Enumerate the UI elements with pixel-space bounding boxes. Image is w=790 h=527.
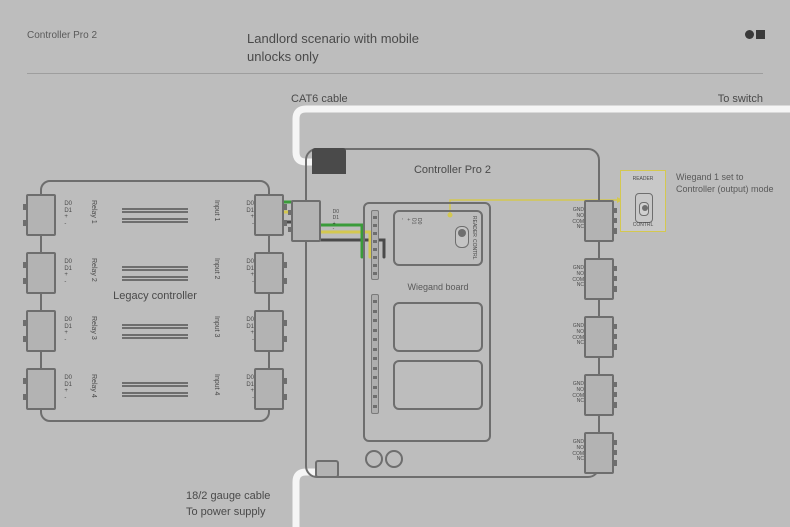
legacy-title: Legacy controller [42,290,268,302]
callout-reader: READER [621,176,665,182]
input-label-2: Input 2 [213,258,220,279]
power-dest-label: To power supply [186,506,266,518]
pro-relay-terminal-5: GND NO COM NC [584,432,614,474]
brand-logo-icon [745,30,765,39]
power-cable-label: 18/2 gauge cable [186,490,270,502]
relay-terminal-3: D0 D1 + - [26,310,56,352]
callout-switch-icon [635,193,653,223]
power-port-icon [315,460,339,478]
relay-terminal-1: D0 D1 + - [26,194,56,236]
callout-text-1: Wiegand 1 set to [676,172,744,182]
relay-label-3: Relay 3 [90,316,97,340]
wg1-pins: D0 D1 + - [399,218,421,224]
pro-relay-terminal-3: GND NO COM NC [584,316,614,358]
wiegand-title: Wiegand board [393,282,483,292]
header-divider [27,73,763,74]
relay-terminal-4: D0 D1 + - [26,368,56,410]
to-switch-label: To switch [718,93,763,105]
title-line-2: unlocks only [247,48,419,66]
input-label-3: Input 3 [213,316,220,337]
wiegand-3-block [393,360,483,410]
dip-strip-2 [371,294,379,414]
pro-left-pins: D0 D1 + - [333,210,339,233]
pro-relay-terminal-1: GND NO COM NC [584,200,614,242]
relay-label-4: Relay 4 [90,374,97,398]
wiegand-board: D0 D1 + - READER CONTRL Wiegand board [363,202,491,442]
pro-title: Controller Pro 2 [307,164,598,176]
input-terminal-2: D0 D1 + - [254,252,284,294]
product-label: Controller Pro 2 [27,30,97,65]
relay-label-2: Relay 2 [90,258,97,282]
input-terminal-4: D0 D1 + - [254,368,284,410]
input-terminal-3: D0 D1 + - [254,310,284,352]
input-label-1: Input 1 [213,200,220,221]
mode-callout: READER CONTRL [620,170,666,232]
relay-terminal-2: D0 D1 + - [26,252,56,294]
callout-contrl: CONTRL [621,222,665,228]
wiegand-2-block [393,302,483,352]
sw-contrl: CONTRL [471,239,477,260]
pro-relay-terminal-4: GND NO COM NC [584,374,614,416]
mode-switch-icon [455,226,469,248]
header: Controller Pro 2 Landlord scenario with … [27,30,763,65]
pro-relay-terminal-2: GND NO COM NC [584,258,614,300]
wiegand-1-block: D0 D1 + - READER CONTRL [393,210,483,266]
callout-text-2: Controller (output) mode [676,184,774,194]
mounting-holes-icon [365,450,403,468]
input-terminal-1: D0 D1 + - [254,194,284,236]
relay-label-1: Relay 1 [90,200,97,224]
dip-strip-1 [371,210,379,280]
controller-pro-2: Controller Pro 2 D0 D1 + - D0 D1 + - REA… [305,148,600,478]
pro-left-terminal: D0 D1 + - [291,200,321,242]
sw-reader: READER [471,216,477,237]
page-title: Landlord scenario with mobile unlocks on… [247,30,419,65]
legacy-controller: Legacy controller D0 D1 + -Relay 1D0 D1 … [40,180,270,422]
input-label-4: Input 4 [213,374,220,395]
cat6-label: CAT6 cable [291,93,348,105]
title-line-1: Landlord scenario with mobile [247,30,419,48]
